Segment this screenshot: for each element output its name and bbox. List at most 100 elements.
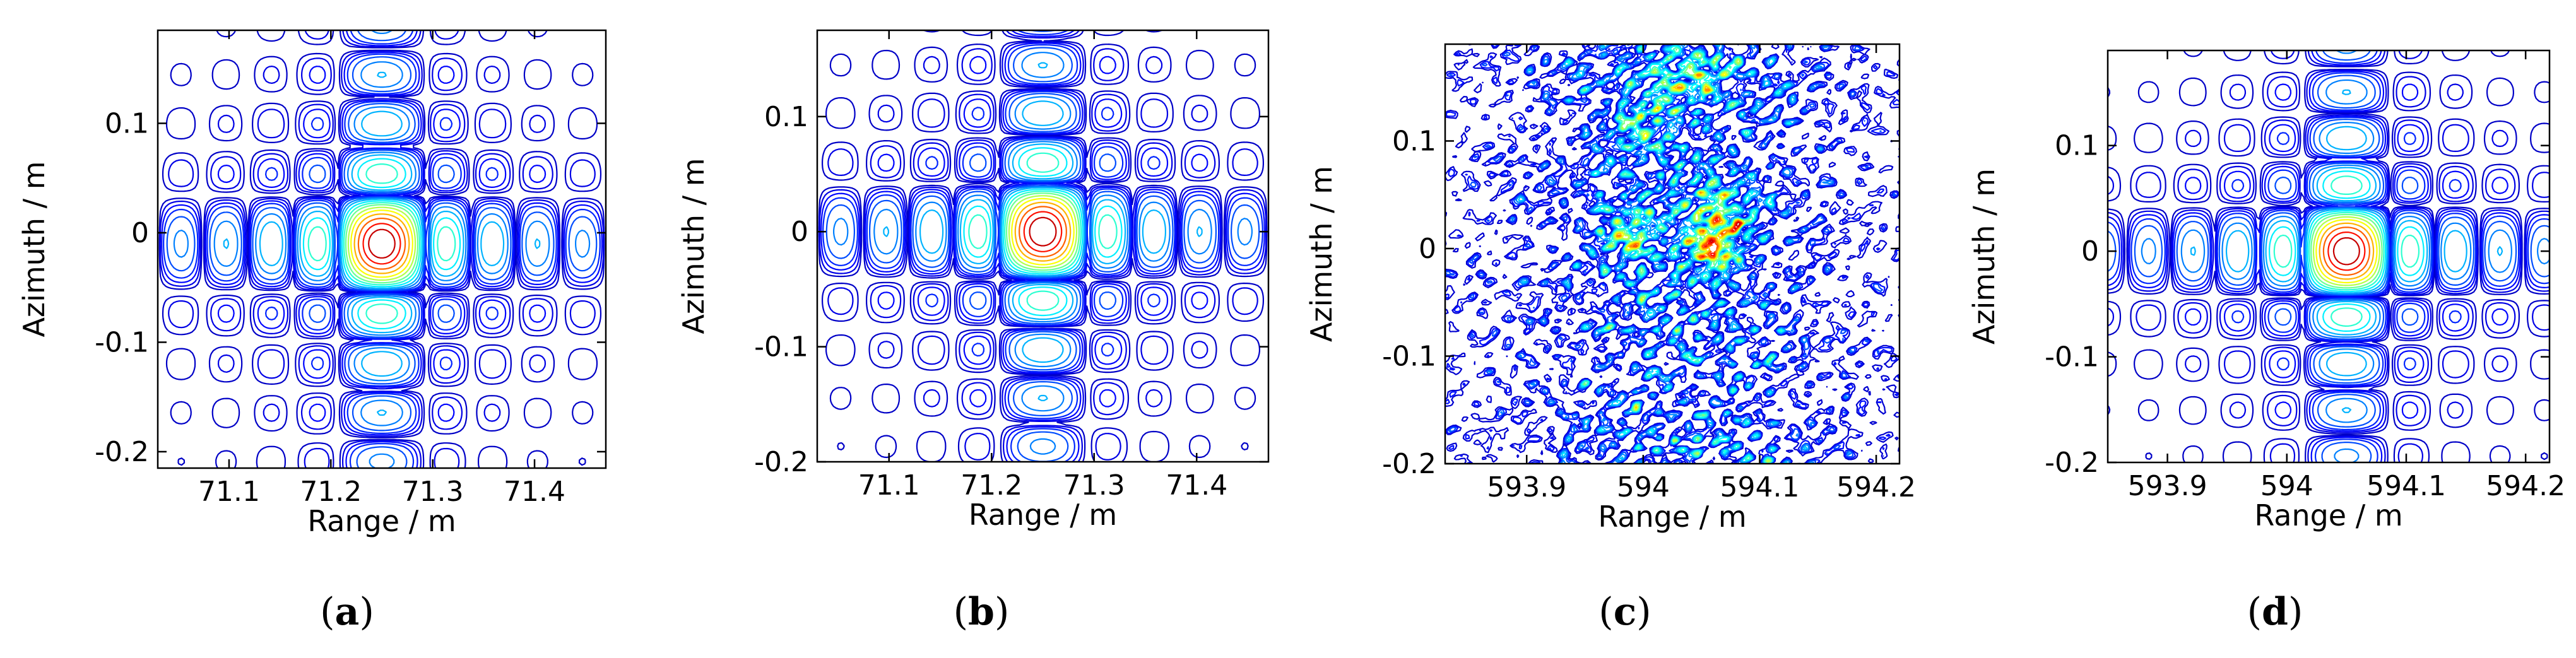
contour-level-8 bbox=[968, 152, 1118, 311]
peak-marker bbox=[2343, 248, 2350, 255]
chart-panel-b: 71.1 71.2 71.3 71.4 0.1 0 -0.1 -0.2 Range / m Azi… bbox=[676, 29, 1270, 634]
contour-level-6 bbox=[1568, 46, 1783, 464]
y-tick-label: 0 bbox=[1419, 233, 1436, 265]
contour-level-14 bbox=[1709, 221, 1741, 244]
contour-level-4 bbox=[166, 30, 598, 468]
peak-marker bbox=[379, 240, 385, 247]
contour-lines bbox=[158, 30, 605, 468]
x-tick-label: 71.4 bbox=[504, 476, 565, 508]
x-tick-label: 71.3 bbox=[1063, 469, 1125, 502]
contour-level-10 bbox=[347, 206, 417, 281]
x-tick-label: 71.2 bbox=[300, 476, 362, 508]
panel-caption-a: (a) bbox=[320, 590, 374, 634]
x-tick-label: 71.1 bbox=[198, 476, 260, 508]
contour-level-12 bbox=[1014, 201, 1072, 262]
axes-frame bbox=[816, 29, 1270, 463]
contour-level-0 bbox=[158, 30, 605, 468]
x-tick-label: 594 bbox=[2260, 470, 2313, 502]
contour-level-8 bbox=[307, 163, 456, 324]
contour-level-14 bbox=[2327, 232, 2366, 271]
contour-level-12 bbox=[353, 213, 410, 274]
contour-level-10 bbox=[2312, 216, 2380, 286]
contour-level-11 bbox=[2315, 219, 2378, 284]
contour-level-6 bbox=[2190, 89, 2503, 413]
x-tick-label: 594.2 bbox=[2486, 470, 2565, 502]
contour-level-13 bbox=[357, 218, 406, 270]
contour-level-9 bbox=[2310, 213, 2383, 289]
x-tick-label: 594.1 bbox=[2366, 470, 2446, 502]
axes-frame bbox=[157, 29, 607, 469]
contour-level-7 bbox=[2269, 170, 2425, 332]
contour-level-0 bbox=[2108, 50, 2549, 462]
x-axis-label: Range / m bbox=[969, 498, 1117, 532]
axes-frame bbox=[1444, 43, 1901, 465]
contour-level-10 bbox=[1008, 195, 1078, 269]
y-tick-label: -0.2 bbox=[754, 446, 808, 478]
contour-level-8 bbox=[2273, 175, 2420, 327]
contour-level-13 bbox=[1019, 206, 1067, 257]
y-tick-label: 0 bbox=[2081, 235, 2099, 267]
contour-level-15 bbox=[1029, 216, 1057, 247]
contour-level-15 bbox=[368, 228, 396, 259]
x-tick-label: 71.3 bbox=[402, 476, 464, 508]
x-tick-label: 593.9 bbox=[1487, 471, 1566, 503]
contour-level-12 bbox=[2319, 222, 2375, 280]
y-tick-label: -0.1 bbox=[95, 326, 149, 358]
contour-level-4 bbox=[2108, 50, 2549, 462]
contour-level-9 bbox=[345, 204, 419, 284]
y-tick-label: 0.1 bbox=[105, 107, 149, 139]
contour-level-7 bbox=[302, 158, 461, 330]
contour-level-14 bbox=[362, 223, 401, 265]
contour-level-3 bbox=[163, 30, 601, 468]
contour-level-1 bbox=[159, 30, 605, 468]
y-tick-label: -0.2 bbox=[1382, 448, 1436, 480]
contour-level-6 bbox=[883, 62, 1203, 401]
x-axis-label: Range / m bbox=[2254, 498, 2402, 532]
y-tick-label: 0.1 bbox=[2055, 130, 2099, 162]
chart-panel-c: 593.9 594 594.1 594.2 0.1 0 -0.1 -0.2 Range / m A… bbox=[1304, 43, 1916, 634]
contour-level-1 bbox=[2108, 50, 2549, 462]
x-tick-label: 593.9 bbox=[2128, 470, 2207, 502]
y-tick-label: 0.1 bbox=[1392, 125, 1436, 157]
x-tick-label: 71.1 bbox=[858, 469, 920, 502]
peak-marker bbox=[1039, 228, 1046, 235]
peak-marker bbox=[1710, 245, 1716, 252]
y-tick-label: -0.1 bbox=[1382, 340, 1436, 372]
panel-caption-c: (c) bbox=[1598, 590, 1651, 634]
y-tick-label: -0.2 bbox=[95, 436, 149, 468]
x-tick-label: 594.2 bbox=[1836, 471, 1916, 503]
y-tick-label: -0.1 bbox=[754, 331, 808, 363]
contour-level-7 bbox=[963, 147, 1123, 317]
x-axis-label: Range / m bbox=[1598, 500, 1746, 534]
x-tick-label: 71.2 bbox=[960, 469, 1022, 502]
chart-panel-d: 593.9 594 594.1 594.2 0.1 0 -0.1 -0.2 Range / m A… bbox=[1967, 49, 2565, 634]
y-tick-label: 0 bbox=[131, 217, 149, 249]
contour-level-14 bbox=[1023, 211, 1063, 252]
contour-level-5 bbox=[833, 52, 1253, 455]
contour-level-13 bbox=[2322, 226, 2370, 276]
contour-level-2 bbox=[161, 30, 603, 468]
y-tick-label: 0.1 bbox=[764, 101, 808, 133]
contour-level-2 bbox=[2108, 50, 2549, 462]
contour-level-11 bbox=[1011, 197, 1075, 266]
y-tick-label: -0.2 bbox=[2045, 447, 2099, 479]
contour-level-9 bbox=[1006, 192, 1080, 271]
x-tick-label: 594 bbox=[1617, 471, 1670, 503]
axes-frame bbox=[2106, 49, 2551, 464]
contour-lines bbox=[2108, 50, 2549, 462]
y-tick-label: 0 bbox=[791, 216, 808, 248]
x-tick-label: 71.4 bbox=[1166, 469, 1227, 502]
y-axis-label: Azimuth / m bbox=[17, 161, 51, 337]
contour-lines bbox=[1445, 44, 1900, 464]
contour-level-6 bbox=[223, 71, 541, 416]
x-axis-label: Range / m bbox=[307, 504, 456, 538]
y-axis-label: Azimuth / m bbox=[1967, 168, 2001, 344]
y-axis-label: Azimuth / m bbox=[1304, 166, 1338, 342]
panel-caption-b: (b) bbox=[954, 590, 1010, 634]
x-tick-label: 594.1 bbox=[1720, 471, 1799, 503]
y-tick-label: -0.1 bbox=[2045, 341, 2099, 373]
contour-level-3 bbox=[2108, 50, 2549, 462]
y-axis-label: Azimuth / m bbox=[676, 158, 711, 334]
panel-caption-d: (d) bbox=[2247, 590, 2303, 634]
